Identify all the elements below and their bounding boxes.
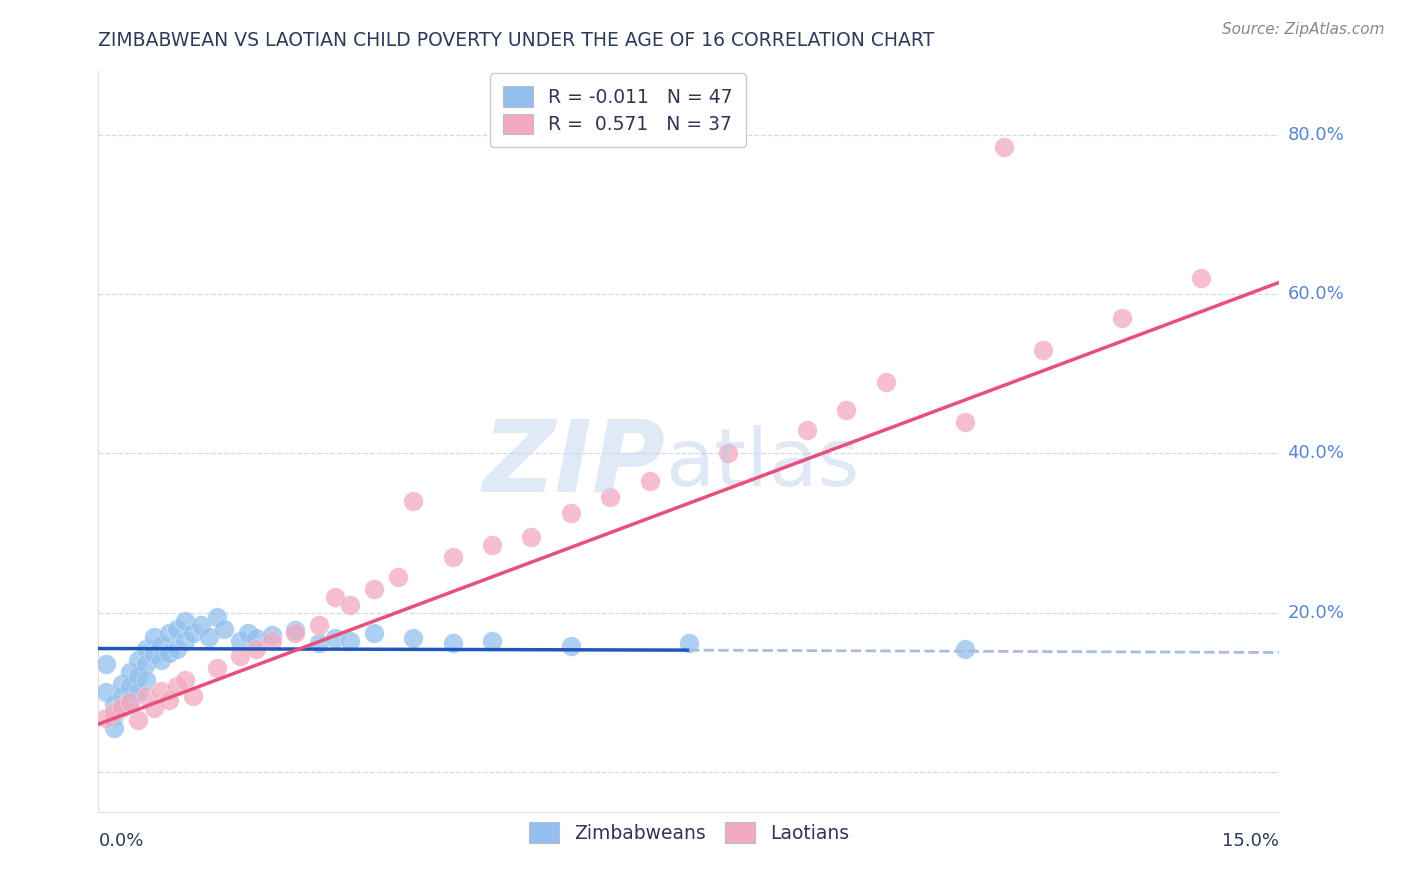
Point — [127, 713, 149, 727]
Point — [118, 679, 141, 693]
Point — [103, 705, 125, 719]
Point — [245, 631, 267, 645]
Point — [796, 423, 818, 437]
Point — [441, 636, 464, 650]
Point — [875, 375, 897, 389]
Point — [174, 673, 197, 688]
Point — [118, 693, 141, 707]
Point — [157, 625, 180, 640]
Point — [166, 641, 188, 656]
Point — [1189, 271, 1212, 285]
Point — [402, 631, 425, 645]
Point — [118, 695, 141, 709]
Point — [402, 494, 425, 508]
Point — [111, 690, 134, 704]
Point — [135, 690, 157, 704]
Point — [284, 625, 307, 640]
Point — [181, 625, 204, 640]
Text: 80.0%: 80.0% — [1288, 126, 1344, 144]
Point — [96, 685, 118, 699]
Point — [96, 657, 118, 672]
Point — [103, 709, 125, 723]
Point — [339, 598, 361, 612]
Point — [127, 685, 149, 699]
Legend: Zimbabweans, Laotians: Zimbabweans, Laotians — [522, 815, 856, 850]
Point — [1032, 343, 1054, 357]
Point — [166, 622, 188, 636]
Point — [111, 701, 134, 715]
Point — [111, 699, 134, 714]
Point — [363, 582, 385, 596]
Point — [481, 538, 503, 552]
Point — [953, 415, 976, 429]
Point — [387, 570, 409, 584]
Point — [441, 549, 464, 564]
Point — [560, 639, 582, 653]
Point — [150, 653, 173, 667]
Point — [103, 698, 125, 712]
Point — [135, 657, 157, 672]
Point — [157, 693, 180, 707]
Text: 40.0%: 40.0% — [1288, 444, 1344, 462]
Point — [638, 475, 661, 489]
Point — [111, 677, 134, 691]
Point — [560, 506, 582, 520]
Point — [308, 636, 330, 650]
Point — [339, 633, 361, 648]
Point — [142, 630, 165, 644]
Point — [214, 622, 236, 636]
Point — [717, 446, 740, 460]
Point — [166, 679, 188, 693]
Point — [135, 673, 157, 688]
Text: ZIMBABWEAN VS LAOTIAN CHILD POVERTY UNDER THE AGE OF 16 CORRELATION CHART: ZIMBABWEAN VS LAOTIAN CHILD POVERTY UNDE… — [98, 31, 935, 50]
Point — [229, 649, 252, 664]
Point — [308, 617, 330, 632]
Point — [127, 669, 149, 683]
Point — [363, 625, 385, 640]
Text: Source: ZipAtlas.com: Source: ZipAtlas.com — [1222, 22, 1385, 37]
Point — [260, 633, 283, 648]
Point — [599, 490, 621, 504]
Point — [835, 402, 858, 417]
Point — [181, 690, 204, 704]
Point — [205, 661, 228, 675]
Point — [245, 641, 267, 656]
Point — [197, 630, 219, 644]
Point — [1111, 311, 1133, 326]
Point — [150, 638, 173, 652]
Text: atlas: atlas — [665, 425, 859, 503]
Point — [190, 617, 212, 632]
Point — [520, 530, 543, 544]
Point — [157, 646, 180, 660]
Point — [260, 628, 283, 642]
Point — [481, 633, 503, 648]
Text: 15.0%: 15.0% — [1222, 831, 1279, 849]
Text: 0.0%: 0.0% — [98, 831, 143, 849]
Point — [142, 647, 165, 661]
Point — [174, 633, 197, 648]
Point — [135, 641, 157, 656]
Point — [323, 590, 346, 604]
Point — [142, 701, 165, 715]
Point — [236, 625, 259, 640]
Point — [96, 711, 118, 725]
Text: 20.0%: 20.0% — [1288, 604, 1344, 622]
Point — [150, 683, 173, 698]
Point — [229, 633, 252, 648]
Point — [284, 624, 307, 638]
Point — [127, 653, 149, 667]
Point — [953, 641, 976, 656]
Point — [993, 140, 1015, 154]
Point — [174, 614, 197, 628]
Point — [323, 631, 346, 645]
Text: ZIP: ZIP — [482, 416, 665, 512]
Text: 60.0%: 60.0% — [1288, 285, 1344, 303]
Point — [103, 721, 125, 735]
Point — [118, 665, 141, 680]
Point — [205, 609, 228, 624]
Point — [678, 636, 700, 650]
